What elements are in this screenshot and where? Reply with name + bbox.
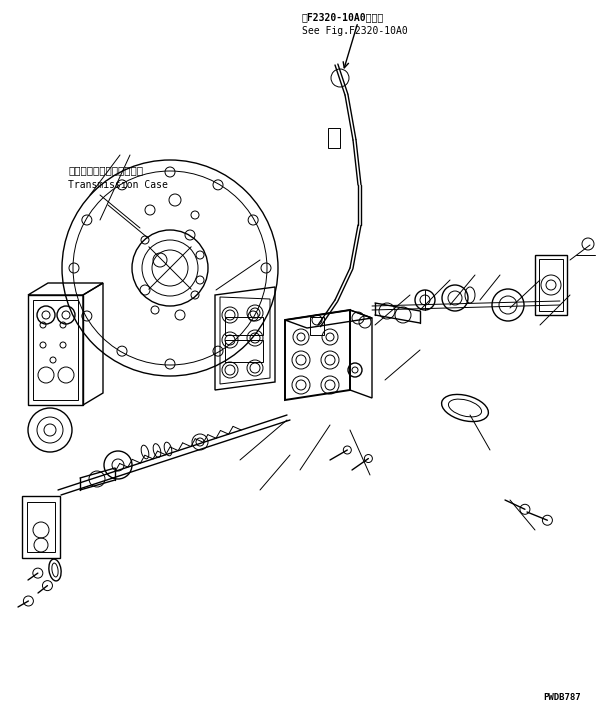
Bar xyxy=(33,300,78,400)
Bar xyxy=(225,340,263,362)
Text: Transmission Case: Transmission Case xyxy=(68,180,168,190)
Bar xyxy=(535,255,567,315)
Text: トランスミッションケース: トランスミッションケース xyxy=(68,165,143,175)
Text: See Fig.F2320-10A0: See Fig.F2320-10A0 xyxy=(302,26,407,36)
Bar xyxy=(310,317,324,335)
Bar xyxy=(225,317,263,335)
Bar xyxy=(539,259,563,311)
Bar xyxy=(22,496,60,558)
Text: 第F2320-10A0図参照: 第F2320-10A0図参照 xyxy=(302,12,384,22)
Bar xyxy=(28,295,83,405)
Polygon shape xyxy=(285,310,350,400)
Bar xyxy=(27,502,55,552)
Text: PWDB787: PWDB787 xyxy=(543,693,581,702)
Bar xyxy=(328,128,340,148)
